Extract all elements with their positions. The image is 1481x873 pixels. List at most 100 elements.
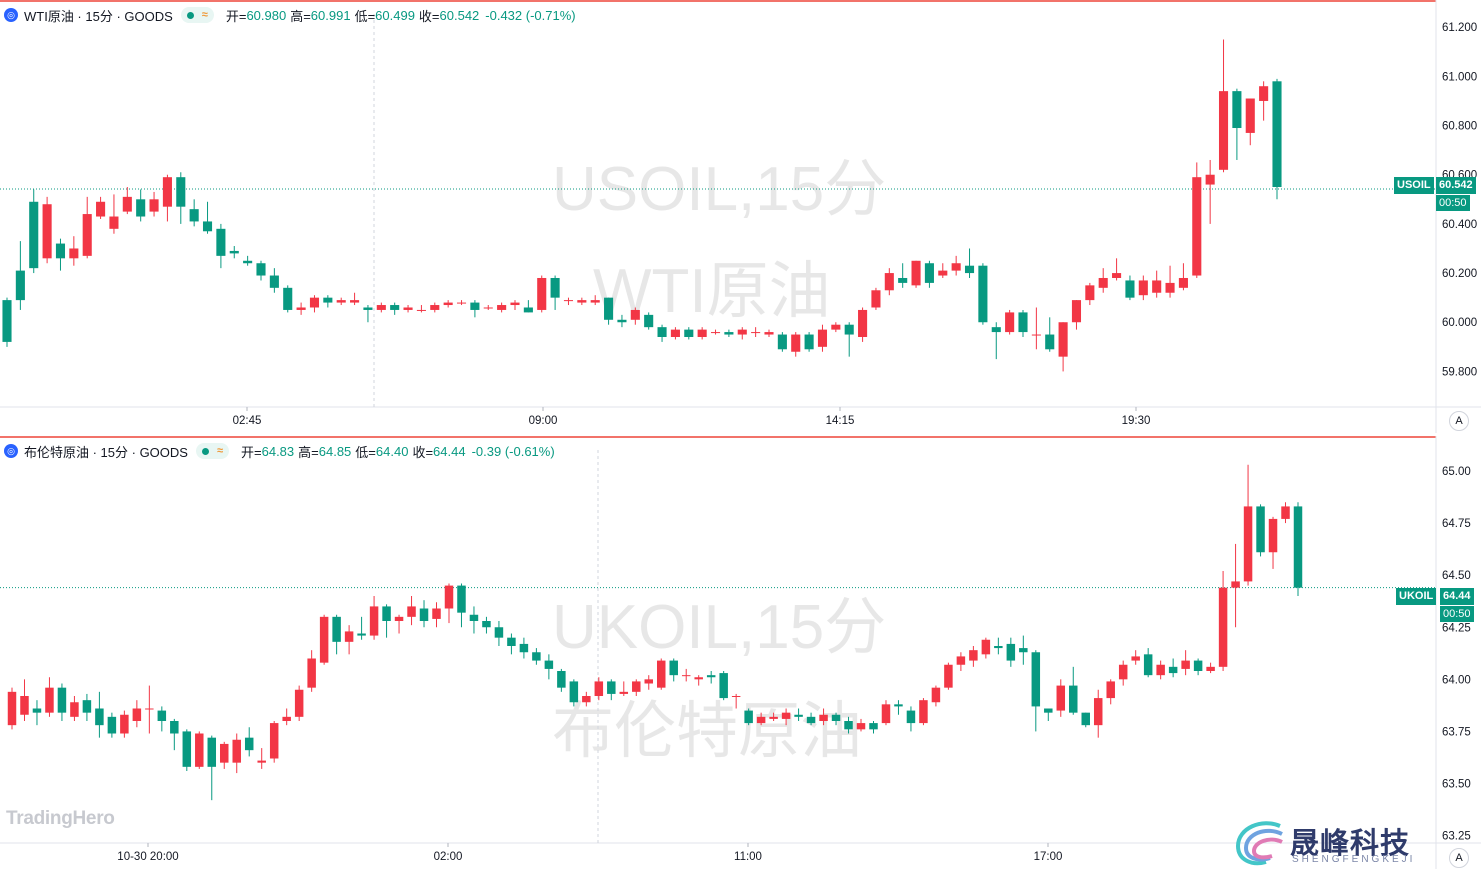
candle[interactable]	[1044, 708, 1053, 722]
candle[interactable]	[42, 196, 52, 264]
candle[interactable]	[764, 329, 774, 337]
candle[interactable]	[220, 741, 229, 769]
candle[interactable]	[819, 708, 828, 726]
candle[interactable]	[457, 583, 466, 628]
candle[interactable]	[483, 305, 493, 310]
candle[interactable]	[724, 329, 734, 337]
candle[interactable]	[7, 687, 17, 730]
candle[interactable]	[532, 648, 541, 665]
candle[interactable]	[694, 675, 703, 686]
candle[interactable]	[563, 297, 574, 306]
candle[interactable]	[898, 263, 908, 288]
candle[interactable]	[557, 668, 566, 692]
candle[interactable]	[737, 327, 747, 340]
candle[interactable]	[911, 260, 921, 288]
candle[interactable]	[20, 679, 29, 721]
candle[interactable]	[871, 287, 881, 310]
candle[interactable]	[1112, 258, 1122, 281]
candle[interactable]	[894, 700, 903, 715]
candle[interactable]	[1093, 689, 1103, 738]
candle[interactable]	[195, 731, 204, 769]
legend-title[interactable]: WTI原油 · 15分 · GOODS	[24, 8, 173, 24]
candle[interactable]	[323, 295, 333, 308]
candle[interactable]	[931, 685, 941, 707]
candle[interactable]	[350, 292, 360, 306]
candle[interactable]	[1031, 307, 1041, 350]
candle[interactable]	[170, 718, 179, 751]
candle[interactable]	[991, 322, 1001, 360]
candle[interactable]	[145, 685, 154, 734]
candle[interactable]	[2, 297, 12, 347]
candle[interactable]	[344, 625, 354, 655]
candle[interactable]	[906, 706, 916, 732]
candle[interactable]	[29, 189, 39, 274]
candle[interactable]	[96, 196, 106, 219]
candle[interactable]	[456, 300, 467, 306]
candle[interactable]	[82, 196, 92, 259]
candle[interactable]	[390, 302, 400, 315]
candle[interactable]	[1178, 263, 1188, 291]
candle[interactable]	[537, 275, 547, 313]
candle[interactable]	[697, 327, 707, 340]
candle[interactable]	[296, 302, 306, 315]
candle[interactable]	[938, 263, 948, 278]
candle[interactable]	[644, 675, 654, 690]
candle[interactable]	[1143, 648, 1153, 678]
candle[interactable]	[507, 633, 516, 655]
candle[interactable]	[981, 637, 991, 659]
candle[interactable]	[844, 716, 853, 734]
candle[interactable]	[269, 268, 279, 293]
candle[interactable]	[120, 710, 129, 738]
candle[interactable]	[430, 302, 440, 313]
candle[interactable]	[107, 712, 117, 738]
candle[interactable]	[1232, 88, 1242, 160]
candle[interactable]	[176, 172, 186, 224]
candle[interactable]	[577, 297, 587, 306]
candle[interactable]	[1125, 275, 1135, 301]
candle[interactable]	[202, 201, 213, 234]
candle[interactable]	[1206, 662, 1215, 674]
candle[interactable]	[751, 327, 761, 337]
candle[interactable]	[243, 255, 253, 266]
candle[interactable]	[57, 683, 67, 722]
candle[interactable]	[1181, 650, 1190, 676]
candle[interactable]	[45, 677, 54, 717]
candle[interactable]	[669, 658, 678, 682]
candle[interactable]	[369, 596, 379, 640]
candle[interactable]	[407, 596, 416, 626]
candle[interactable]	[282, 708, 291, 726]
candle[interactable]	[1106, 679, 1115, 705]
candle[interactable]	[1218, 39, 1229, 173]
candle[interactable]	[294, 685, 304, 721]
candle[interactable]	[1085, 282, 1095, 306]
candle[interactable]	[617, 314, 627, 328]
candle[interactable]	[604, 297, 614, 325]
candle[interactable]	[1168, 658, 1178, 678]
candle[interactable]	[232, 733, 241, 774]
candle[interactable]	[109, 194, 119, 234]
candle[interactable]	[1118, 660, 1128, 686]
candle[interactable]	[432, 602, 441, 628]
candle[interactable]	[1245, 98, 1255, 146]
candle[interactable]	[1152, 270, 1162, 298]
candle[interactable]	[1205, 159, 1215, 224]
candle[interactable]	[817, 324, 828, 352]
candle[interactable]	[149, 191, 159, 217]
candle[interactable]	[731, 693, 741, 709]
candle[interactable]	[550, 275, 560, 310]
candle[interactable]	[1081, 712, 1090, 728]
candle[interactable]	[919, 698, 928, 726]
candle[interactable]	[1031, 650, 1041, 732]
candle[interactable]	[182, 729, 192, 771]
candle[interactable]	[319, 614, 329, 665]
candle[interactable]	[1045, 317, 1055, 352]
candle[interactable]	[1218, 571, 1228, 671]
candle[interactable]	[1272, 78, 1282, 200]
candle[interactable]	[569, 679, 579, 707]
candle[interactable]	[1056, 679, 1066, 717]
candle[interactable]	[670, 327, 680, 340]
candle[interactable]	[482, 616, 491, 634]
candle[interactable]	[684, 327, 694, 340]
candle[interactable]	[644, 312, 654, 330]
brent-candle-chart[interactable]: 65.00 64.75 64.50 64.25 64.00 63.75 63.50 63.25…	[0, 436, 1481, 869]
